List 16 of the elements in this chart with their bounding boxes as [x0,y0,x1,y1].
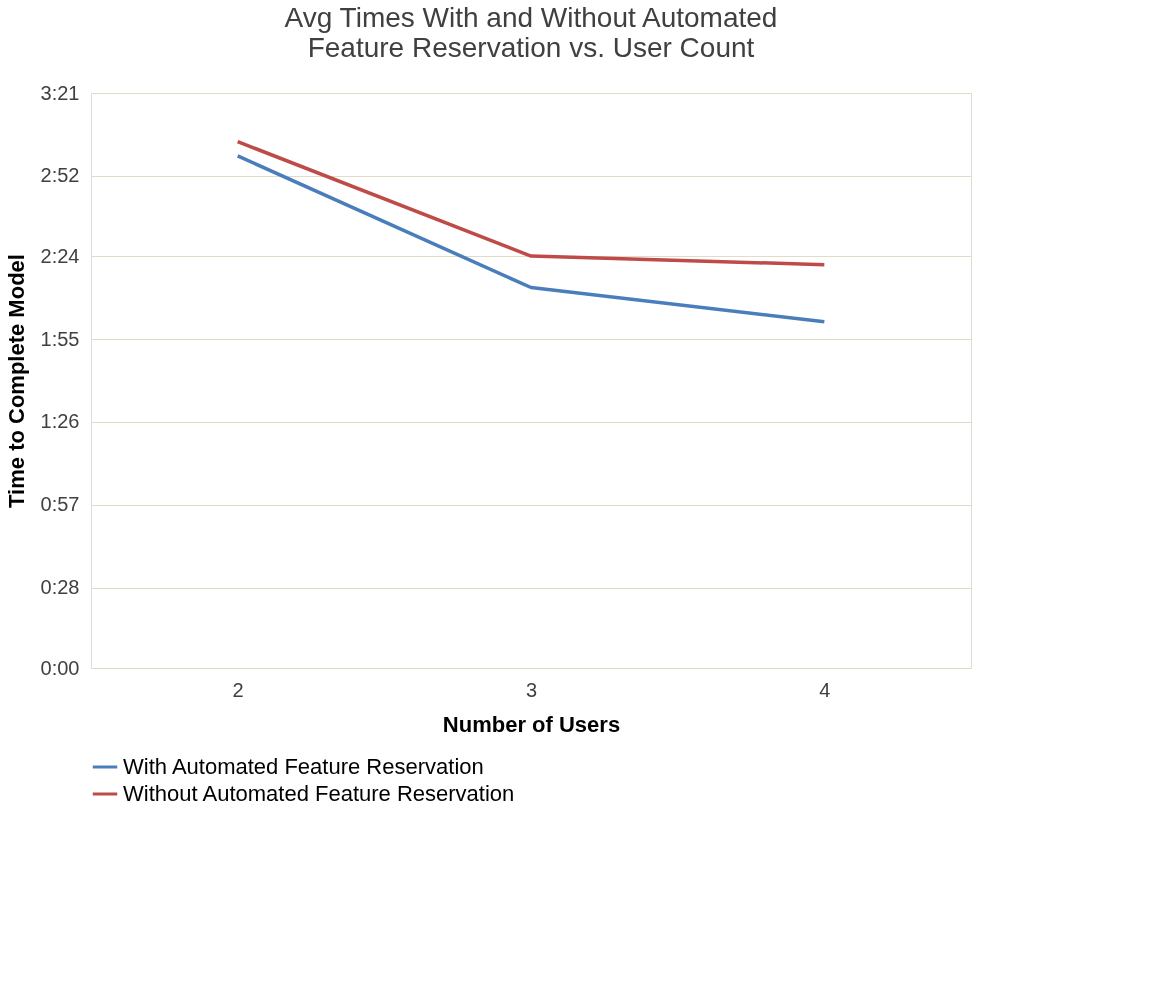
y-tick-label: 0:00 [40,656,80,679]
y-tick-label: 1:55 [40,327,80,350]
y-axis-title: Time to Complete Model [3,254,29,508]
chart-title: Avg Times With and Without Automated Feature Reservation vs. User Count [284,2,778,63]
x-tick-label: 2 [232,678,244,701]
y-tick-label: 3:21 [40,81,80,104]
x-axis-title: Number of Users [442,711,621,737]
x-tick-label: 3 [525,678,538,701]
legend-label: Without Automated Feature Reservation [123,781,515,806]
legend-label: With Automated Feature Reservation [123,754,484,779]
y-tick-label: 0:28 [40,576,80,599]
x-tick-label: 4 [819,678,831,701]
y-tick-label: 2:24 [40,244,80,267]
y-tick-label: 0:57 [40,493,80,516]
y-tick-label: 1:26 [40,410,80,433]
y-tick-label: 2:52 [40,164,80,187]
